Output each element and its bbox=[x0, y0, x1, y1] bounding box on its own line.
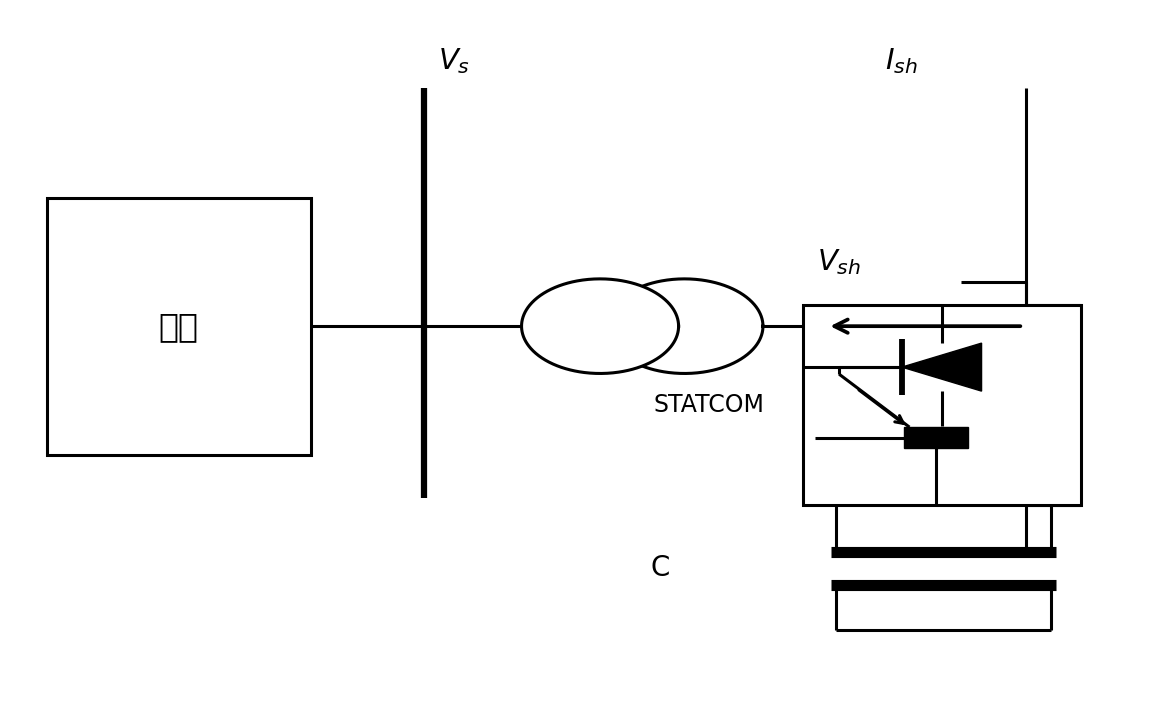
Text: $V_s$: $V_s$ bbox=[438, 47, 470, 76]
Bar bbox=[47, 198, 311, 455]
Text: C: C bbox=[650, 554, 670, 582]
Bar bbox=[803, 305, 1081, 505]
Bar bbox=[904, 427, 968, 448]
Text: 电网: 电网 bbox=[158, 310, 199, 343]
Text: $V_{sh}$: $V_{sh}$ bbox=[817, 247, 861, 277]
Polygon shape bbox=[902, 343, 982, 391]
Text: $I_{sh}$: $I_{sh}$ bbox=[885, 47, 918, 76]
Text: STATCOM: STATCOM bbox=[654, 393, 765, 417]
Ellipse shape bbox=[522, 279, 679, 373]
Ellipse shape bbox=[606, 279, 763, 373]
